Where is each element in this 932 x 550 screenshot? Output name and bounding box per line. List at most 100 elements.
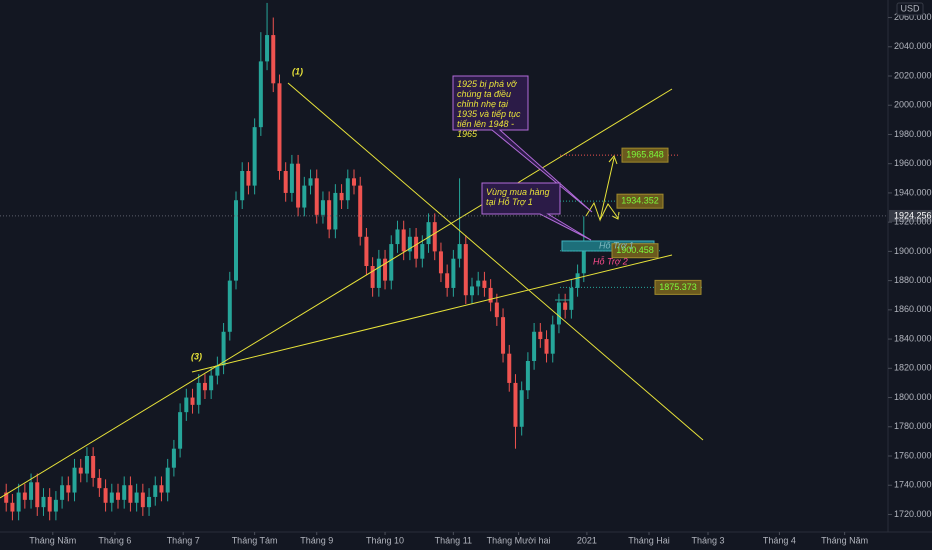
candle-body <box>414 236 419 259</box>
candle-body <box>370 266 375 288</box>
candle-body <box>171 448 176 468</box>
candle-body <box>60 485 65 500</box>
candle-body <box>364 236 369 266</box>
candle-body <box>240 171 245 201</box>
candle-body <box>358 185 363 237</box>
candle-body <box>407 236 412 252</box>
candle-body <box>221 331 226 366</box>
x-tick-label: Tháng Hai <box>628 535 670 545</box>
support-label: Hỗ Trợ 2 <box>593 256 628 266</box>
x-tick-label: Tháng Mười hai <box>487 535 551 545</box>
candle-body <box>389 244 394 281</box>
y-tick-label: 2040.000 <box>894 41 932 51</box>
candle-body <box>302 185 307 208</box>
level-box <box>611 243 659 259</box>
candle-body <box>153 485 158 497</box>
candle-body <box>525 361 530 391</box>
candle-body <box>215 365 220 376</box>
callout-box <box>452 75 593 213</box>
candle-body <box>53 499 58 512</box>
candle-body <box>109 492 114 503</box>
candle-body <box>97 477 102 489</box>
projection-arrow <box>599 203 619 221</box>
y-tick-label: 1840.000 <box>894 333 932 343</box>
x-tick-label: Tháng Tám <box>232 535 278 545</box>
candle-body <box>556 302 561 325</box>
candle-body <box>22 492 27 500</box>
candle-body <box>184 397 189 413</box>
candle-body <box>445 273 450 288</box>
candle-body <box>463 244 468 296</box>
candle-body <box>196 382 201 405</box>
currency-box <box>896 2 924 16</box>
candle-body <box>271 35 276 84</box>
candle-body <box>296 163 301 208</box>
candle-body <box>246 171 251 186</box>
y-tick-label: 1780.000 <box>894 421 932 431</box>
candle-body <box>35 482 40 508</box>
candle-body <box>178 412 183 449</box>
support-label: Hỗ Trợ 1 <box>599 240 634 250</box>
candle-body <box>277 83 282 171</box>
candle-body <box>116 492 120 500</box>
candle-body <box>41 496 46 508</box>
candle-body <box>103 488 108 503</box>
candles <box>4 2 586 521</box>
y-tick-label: 1760.000 <box>894 450 932 460</box>
candle-body <box>10 502 15 512</box>
candle-body <box>314 178 319 215</box>
axes: 1720.000 1740.000 1760.000 1780.000 1800.000… <box>29 12 931 545</box>
y-tick-label: 1880.000 <box>894 275 932 285</box>
level-label: 1875.373 <box>659 282 697 292</box>
candle-body <box>438 251 443 274</box>
x-tick-label: Tháng 4 <box>763 535 796 545</box>
y-tick-label: 1920.000 <box>894 217 932 227</box>
candle-body <box>426 222 431 245</box>
last-price-label: 1924.256 <box>894 210 932 220</box>
wave-label: (1) <box>292 66 303 76</box>
candle-body <box>66 485 71 493</box>
candle-body <box>507 353 512 383</box>
callout-text: Vùng mua hàng tại Hỗ Trợ 1 <box>486 187 550 207</box>
candle-body <box>401 229 406 252</box>
candle-body <box>501 317 506 354</box>
candle-body <box>4 492 9 503</box>
candle-body <box>550 324 555 354</box>
projection-arrow <box>585 157 615 222</box>
candle-body <box>165 467 170 493</box>
candle-body <box>451 258 456 288</box>
candle-body <box>476 280 481 287</box>
candle-body <box>569 287 574 310</box>
candle-body <box>134 492 139 503</box>
candle-body <box>395 229 400 245</box>
level-label: 1934.352 <box>621 196 659 206</box>
y-tick-label: 1860.000 <box>894 304 932 314</box>
trendlines <box>0 82 704 499</box>
candle-body <box>575 273 580 288</box>
candle-body <box>16 492 21 512</box>
candle-body <box>128 485 133 503</box>
candle-body <box>420 244 425 259</box>
x-tick-label: Tháng 6 <box>98 535 131 545</box>
candle-body <box>482 280 487 288</box>
candle-body <box>147 496 152 508</box>
currency: USD <box>900 3 920 13</box>
last-price-box <box>889 209 932 222</box>
callout-text: 1925 bị phá vỡ chúng ta điều chỉnh nhẹ t… <box>457 79 521 139</box>
y-tick-label: 1740.000 <box>894 480 932 490</box>
candle-body <box>227 280 232 332</box>
uptrend-line <box>0 88 673 499</box>
candle-body <box>258 61 263 128</box>
level-box <box>654 279 702 295</box>
candle-body <box>91 456 96 478</box>
arrow-head <box>608 155 618 165</box>
candle-body <box>72 467 77 493</box>
candle-body <box>289 163 294 193</box>
y-tick-label: 1980.000 <box>894 129 932 139</box>
candle-body <box>190 397 195 405</box>
candle-body <box>327 200 332 230</box>
y-tick-label: 1940.000 <box>894 187 932 197</box>
candle-body <box>333 192 338 230</box>
candle-body <box>234 200 238 281</box>
candle-body <box>470 286 474 296</box>
